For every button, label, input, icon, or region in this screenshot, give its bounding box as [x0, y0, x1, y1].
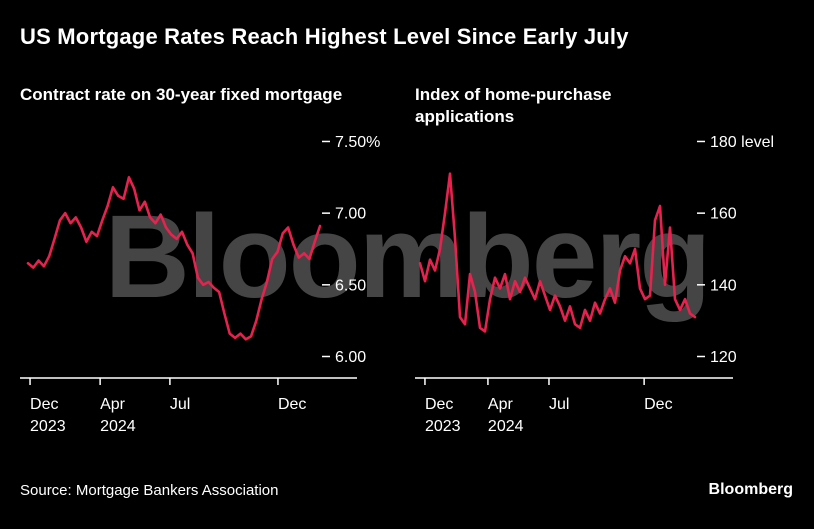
x-tick-label: Dec — [278, 396, 306, 413]
chart-title: US Mortgage Rates Reach Highest Level Si… — [20, 24, 629, 49]
x-tick-label: Dec — [30, 396, 58, 413]
y-tick-label: 160 — [710, 206, 737, 223]
y-tick-label: 120 — [710, 349, 737, 366]
series-line — [418, 172, 697, 333]
x-tick-label: Apr — [488, 396, 514, 413]
x-tick-label: Dec — [425, 396, 453, 413]
x-tick-label: Apr — [100, 396, 126, 413]
left-chart: 7.50% 7.00 6.50 6.00 Dec 2023 Apr 2024 Jul Dec — [20, 134, 380, 435]
y-tick-label: 7.00 — [335, 206, 366, 223]
bloomberg-logo: Bloomberg — [708, 481, 793, 498]
y-axis: 7.50% 7.00 6.50 6.00 — [322, 134, 380, 366]
x-tick-label: 2024 — [488, 418, 524, 435]
y-tick-label: 6.50 — [335, 277, 366, 294]
x-tick-label: 2023 — [30, 418, 66, 435]
x-tick-label: Jul — [170, 396, 190, 413]
left-chart-subtitle: Contract rate on 30-year fixed mortgage — [20, 85, 343, 104]
series-line — [26, 175, 322, 341]
x-axis: Dec 2023 Apr 2024 Jul Dec — [424, 378, 673, 435]
x-tick-label: Jul — [549, 396, 569, 413]
y-tick-label: 7.50% — [335, 134, 380, 151]
x-tick-label: 2023 — [425, 418, 461, 435]
x-tick-label: Dec — [644, 396, 672, 413]
source-text: Source: Mortgage Bankers Association — [20, 482, 279, 499]
y-tick-label: 180 level — [710, 134, 774, 151]
right-chart-subtitle: Index of home-purchase applications — [415, 85, 612, 127]
x-tick-label: 2024 — [100, 418, 136, 435]
bloomberg-watermark: Bloomberg — [104, 191, 712, 323]
y-tick-label: 140 — [710, 277, 737, 294]
y-tick-label: 6.00 — [335, 349, 366, 366]
x-axis: Dec 2023 Apr 2024 Jul Dec — [29, 378, 306, 435]
right-chart: 180 level 160 140 120 Dec 2023 Apr 2024 Jul Dec — [415, 134, 774, 435]
y-axis: 180 level 160 140 120 — [697, 134, 774, 366]
